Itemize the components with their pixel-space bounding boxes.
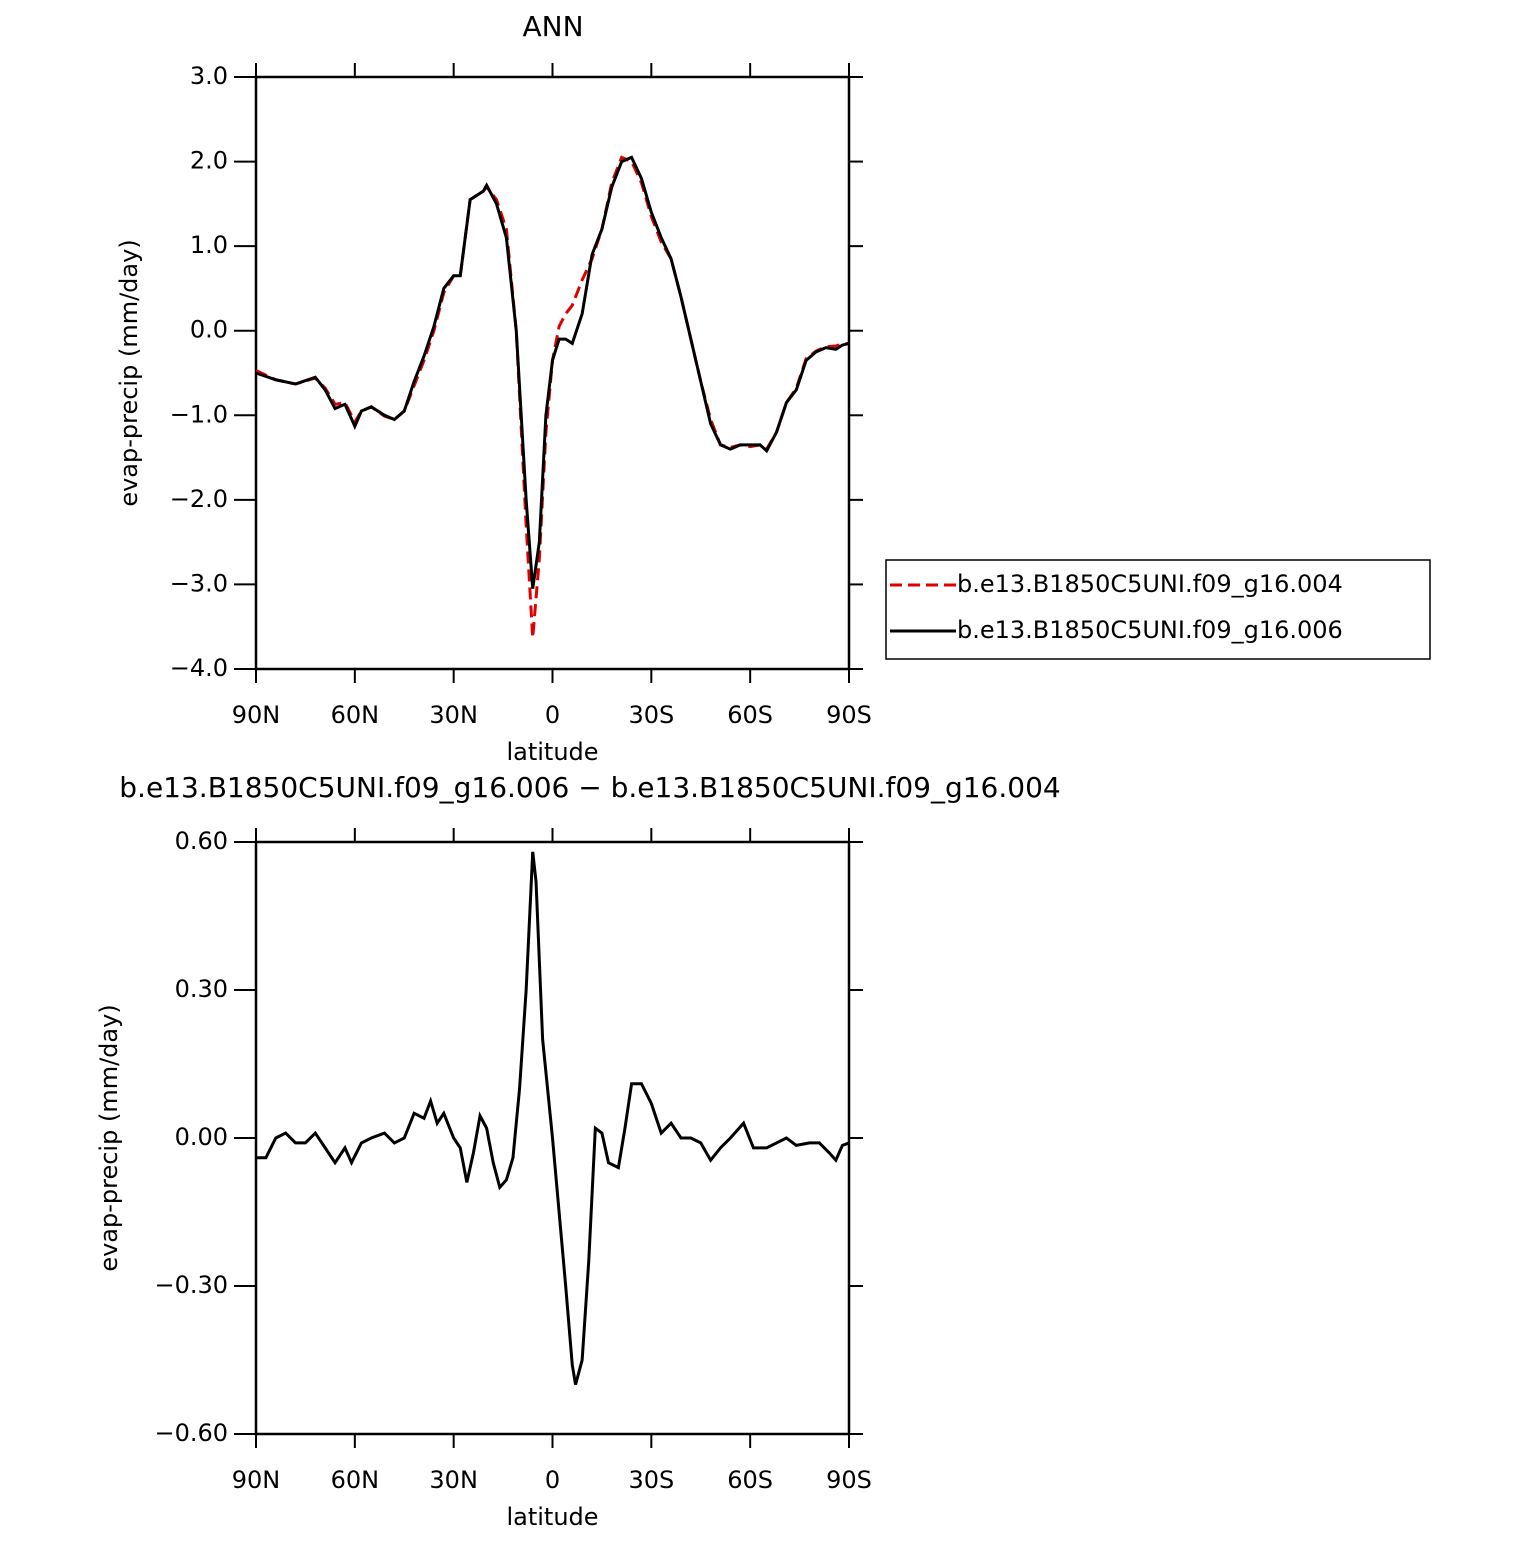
- y-tick-label: 0.30: [175, 975, 228, 1003]
- x-tick-label: 30S: [628, 1466, 674, 1494]
- data-line: [256, 851, 850, 1386]
- y-tick-label: −2.0: [170, 485, 228, 513]
- x-tick-label: 60N: [331, 1466, 380, 1494]
- y-tick-label: 1.0: [190, 231, 228, 259]
- legend-label: b.e13.B1850C5UNI.f09_g16.006: [957, 616, 1343, 644]
- x-tick-label: 60N: [331, 701, 380, 729]
- x-tick-label: 90N: [232, 701, 281, 729]
- y-tick-label: 2.0: [190, 147, 228, 175]
- x-tick-label: 30N: [429, 701, 478, 729]
- y-axis-label: evap-precip (mm/day): [115, 239, 143, 506]
- chart-title: b.e13.B1850C5UNI.f09_g16.006 − b.e13.B18…: [119, 771, 1060, 804]
- x-tick-label: 30N: [429, 1466, 478, 1494]
- y-tick-label: 0.00: [175, 1123, 228, 1151]
- x-tick-label: 90S: [826, 1466, 872, 1494]
- y-tick-label: 0.0: [190, 316, 228, 344]
- y-tick-label: 3.0: [190, 62, 228, 90]
- y-tick-label: −0.60: [154, 1419, 228, 1447]
- legend-label: b.e13.B1850C5UNI.f09_g16.004: [957, 570, 1343, 598]
- plot-frame: [254, 840, 851, 1436]
- y-tick-label: −4.0: [170, 654, 228, 682]
- x-tick-label: 90S: [826, 701, 872, 729]
- x-tick-label: 0: [545, 701, 560, 729]
- y-axis-label: evap-precip (mm/day): [95, 1004, 123, 1271]
- y-tick-label: −0.30: [154, 1271, 228, 1299]
- chart-title: ANN: [522, 10, 583, 43]
- data-line: [255, 155, 850, 589]
- y-tick-label: 0.60: [175, 827, 228, 855]
- x-tick-label: 90N: [232, 1466, 281, 1494]
- y-tick-label: −1.0: [170, 400, 228, 428]
- x-axis-label: latitude: [506, 1503, 598, 1531]
- x-tick-label: 0: [545, 1466, 560, 1494]
- y-tick-label: −3.0: [170, 569, 228, 597]
- data-line: [255, 155, 850, 638]
- x-tick-label: 60S: [727, 1466, 773, 1494]
- x-tick-label: 30S: [628, 701, 674, 729]
- legend-box: [885, 559, 1431, 660]
- x-tick-label: 60S: [727, 701, 773, 729]
- x-axis-label: latitude: [506, 738, 598, 766]
